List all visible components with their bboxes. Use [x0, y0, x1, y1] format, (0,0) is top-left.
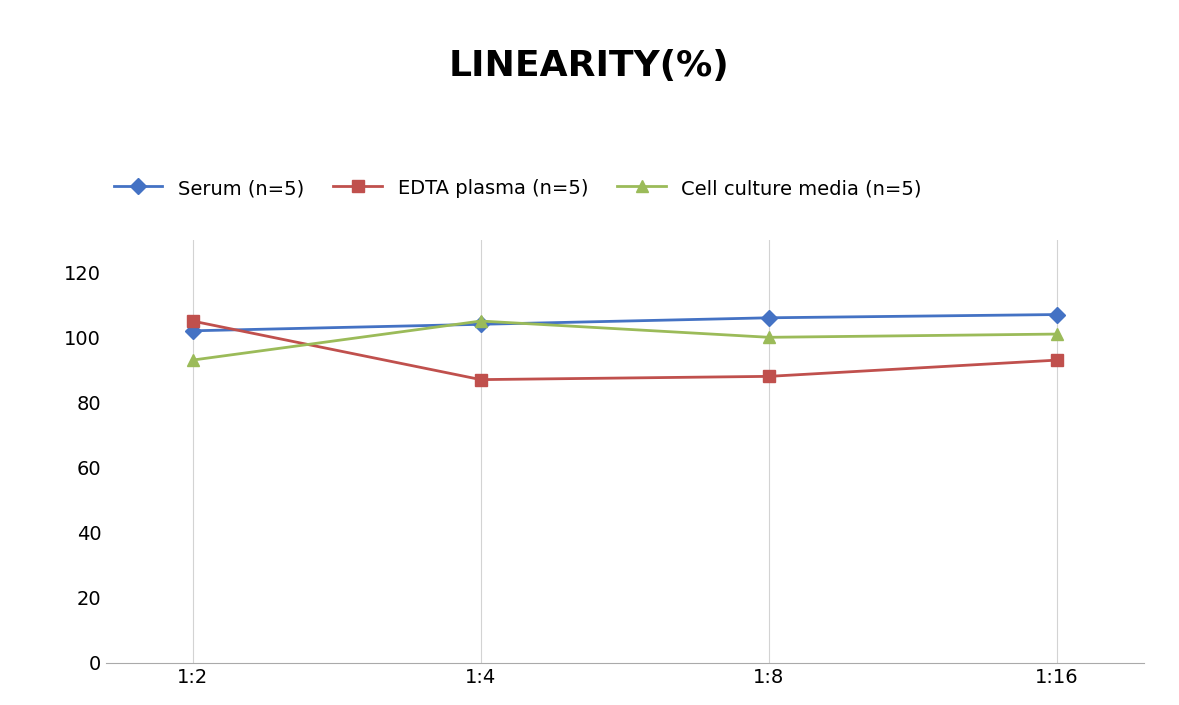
Serum (n=5) — [474, 320, 488, 329]
Legend: Serum (n=5), EDTA plasma (n=5), Cell culture media (n=5): Serum (n=5), EDTA plasma (n=5), Cell cul… — [106, 171, 930, 206]
EDTA plasma (n=5) — [185, 317, 199, 325]
Line: Serum (n=5): Serum (n=5) — [187, 309, 1062, 336]
Cell culture media (n=5) — [1050, 330, 1065, 338]
Cell culture media (n=5) — [762, 333, 776, 341]
Cell culture media (n=5) — [185, 356, 199, 364]
EDTA plasma (n=5) — [474, 375, 488, 384]
EDTA plasma (n=5) — [1050, 356, 1065, 364]
Serum (n=5) — [762, 314, 776, 322]
Line: Cell culture media (n=5): Cell culture media (n=5) — [186, 315, 1063, 367]
Text: LINEARITY(%): LINEARITY(%) — [449, 49, 730, 83]
Serum (n=5) — [185, 326, 199, 335]
Serum (n=5) — [1050, 310, 1065, 319]
Line: EDTA plasma (n=5): EDTA plasma (n=5) — [187, 316, 1062, 385]
Cell culture media (n=5) — [474, 317, 488, 325]
EDTA plasma (n=5) — [762, 372, 776, 381]
